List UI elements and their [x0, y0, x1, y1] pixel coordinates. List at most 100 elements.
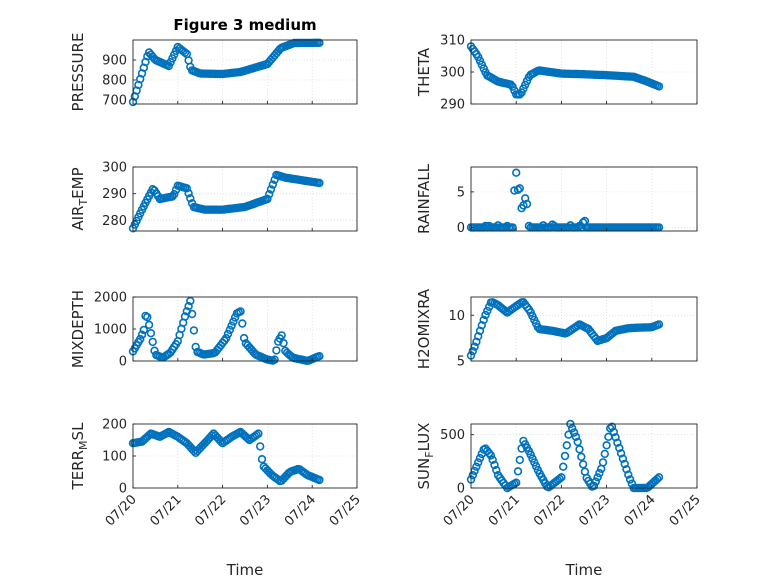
data-point	[531, 462, 541, 471]
x-tick-label: 07/23	[576, 492, 613, 529]
data-point	[490, 460, 499, 470]
data-point	[613, 438, 622, 447]
axes-box	[132, 39, 358, 105]
data-point	[229, 317, 238, 326]
data-point	[236, 307, 245, 316]
data-point	[654, 473, 664, 482]
y-axis-label: MIXDEPTH	[69, 290, 87, 368]
data-point	[488, 455, 497, 464]
data-point	[569, 428, 579, 437]
data-point	[315, 38, 324, 47]
data-point	[315, 352, 324, 361]
y-axis-label: AIRTEMP	[69, 167, 90, 230]
data-point	[137, 330, 147, 339]
data-point	[515, 455, 524, 465]
data-point	[611, 433, 620, 442]
data-point	[624, 470, 633, 479]
data-point	[515, 184, 524, 193]
data-point	[517, 88, 526, 97]
subplot-terr: 0 100 200 TERRMSL 07/20 07/21 07/22 07/23 07/24 0…	[69, 418, 364, 580]
data-point	[265, 190, 274, 199]
data-point	[609, 427, 618, 437]
axes-background	[471, 167, 697, 231]
data-point	[189, 326, 199, 335]
subplot-theta: 290 300 310 THETA	[415, 34, 698, 113]
data-point	[600, 449, 609, 459]
y-tick-label: 5	[457, 355, 465, 370]
y-tick-label: 290	[440, 98, 465, 113]
y-tick-label: 0	[457, 482, 465, 497]
data-point	[472, 462, 481, 471]
data-point	[315, 178, 324, 188]
data-point	[239, 333, 249, 343]
x-axis-label: Time	[565, 561, 603, 579]
y-axis-label: PRESSURE	[69, 33, 87, 112]
data-point	[622, 465, 631, 474]
data-point	[511, 168, 521, 177]
data-point	[589, 481, 599, 491]
y-tick-label: 300	[440, 66, 465, 81]
x-axis-label: Time	[226, 561, 264, 579]
data-point	[515, 90, 524, 99]
data-point	[578, 460, 588, 469]
data-point	[475, 453, 485, 463]
data-point	[272, 346, 281, 355]
y-axis-label: H2OMIXRA	[415, 288, 433, 369]
x-tick-label: 07/25	[327, 492, 364, 529]
y-tick-label: 290	[102, 187, 127, 202]
data-point	[555, 474, 564, 483]
subplot-grid: 700 800 900 PRESSURE Figure 3 medium 290 300 31…	[69, 16, 704, 579]
x-tick-label: 07/21	[486, 492, 523, 529]
data-point	[522, 199, 532, 209]
data-point	[474, 458, 483, 467]
data-point	[254, 429, 263, 438]
x-tick-label: 07/25	[667, 492, 704, 529]
data-point	[227, 321, 236, 330]
data-point	[481, 310, 490, 320]
data-point	[216, 437, 226, 446]
data-point	[146, 329, 156, 338]
data-point	[187, 309, 197, 319]
data-point	[607, 422, 617, 431]
data-point	[243, 434, 252, 443]
y-tick-label: 5	[457, 185, 465, 200]
data-point	[625, 475, 635, 484]
data-point	[615, 443, 624, 453]
data-point	[654, 320, 664, 329]
data-point	[225, 325, 235, 335]
data-point	[222, 333, 231, 343]
y-tick-label: 700	[102, 94, 127, 109]
x-tick-label: 07/20	[103, 492, 140, 529]
data-point	[577, 452, 586, 461]
y-tick-label: 900	[102, 54, 127, 69]
data-point	[238, 319, 247, 328]
x-tick-label: 07/22	[192, 492, 229, 529]
data-point	[593, 473, 602, 482]
data-point	[595, 468, 604, 478]
y-tick-label: 0	[119, 482, 127, 497]
x-tick-label: 07/24	[622, 492, 659, 529]
data-point	[184, 302, 193, 311]
data-point	[562, 441, 571, 450]
data-point	[602, 441, 611, 450]
figure-title: Figure 3 medium	[173, 16, 316, 34]
data-point	[184, 189, 193, 198]
data-point	[277, 331, 286, 340]
y-axis-label: TERRMSL	[69, 422, 90, 491]
data-point	[618, 454, 628, 463]
data-point	[263, 194, 272, 204]
data-point	[270, 355, 279, 364]
data-point	[479, 315, 488, 325]
data-point	[180, 312, 190, 321]
data-point	[652, 474, 662, 484]
data-point	[223, 329, 233, 339]
y-tick-label: 0	[119, 355, 127, 370]
data-point	[575, 445, 584, 454]
data-point	[139, 325, 149, 335]
data-point	[279, 338, 288, 348]
data-point	[484, 449, 494, 458]
data-point	[557, 473, 566, 482]
data-point	[501, 306, 510, 316]
y-tick-label: 0	[457, 221, 465, 236]
